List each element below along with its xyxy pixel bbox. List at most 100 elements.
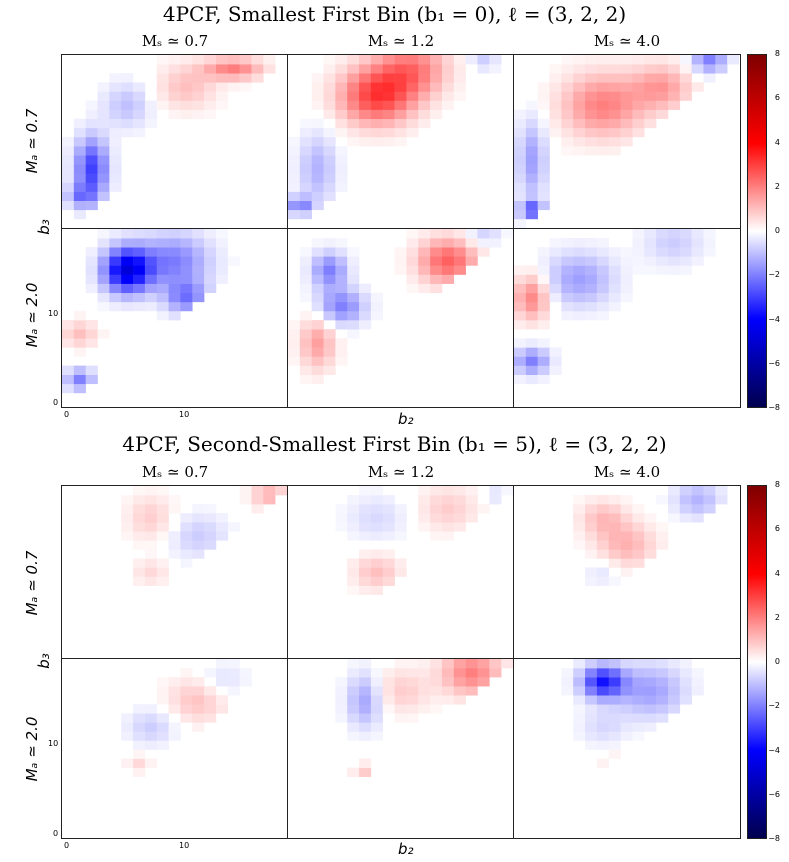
heatmap-cell [549,91,562,101]
heatmap-cell [204,695,217,705]
heatmap-cell [192,513,205,523]
heatmap-cell [335,686,348,696]
heatmap-cell [382,55,395,65]
heatmap-cell [441,247,455,257]
heatmap-cell [441,274,455,284]
heatmap-cell [585,247,598,257]
heatmap-cell [418,677,431,687]
heatmap-cell [406,109,419,120]
heatmap-cell [133,767,146,777]
heatmap-cell [156,310,169,321]
heatmap-cell [573,540,586,550]
heatmap-cell [608,91,621,101]
heatmap-cell [561,274,574,284]
heatmap-cell [109,164,122,174]
figure-1-colorbar [747,54,767,408]
heatmap-cell [477,668,490,678]
colorbar-tick-label: 4 [774,568,780,578]
heatmap-cell [97,82,110,92]
heatmap-panel-ma-0.7-ms-1.2 [288,55,502,220]
heatmap-cell [370,73,384,83]
heatmap-cell [573,310,586,321]
heatmap-cell [620,495,633,505]
heatmap-panel-ma-2.0-ms-1.2 [288,229,513,385]
figure-2-xlabel: b₂ [398,840,414,858]
heatmap-cell [632,531,645,541]
heatmap-cell [573,686,586,696]
heatmap-cell [168,256,181,266]
heatmap-cell [430,531,443,541]
heatmap-cell [370,731,384,741]
heatmap-cell [406,229,419,239]
heatmap-cell [299,209,312,220]
heatmap-cell [144,265,158,275]
heatmap-cell [549,356,562,366]
heatmap-cell [168,301,181,312]
heatmap-cell [109,118,122,129]
heatmap-cell [453,247,466,257]
heatmap-cell [335,504,348,514]
heatmap-cell [667,55,681,65]
heatmap-cell [656,55,669,65]
heatmap-cell [537,356,550,366]
colorbar-tick-label: −2 [768,270,780,280]
heatmap-cell [585,531,598,541]
heatmap-cell [382,677,395,687]
heatmap-cell [168,283,181,294]
heatmap-cell [656,695,669,705]
heatmap-cell [667,64,681,74]
heatmap-cell [370,504,384,514]
heatmap-cell [514,127,527,138]
heatmap-cell [335,713,348,723]
heatmap-cell [430,91,443,101]
heatmap-cell [465,229,478,239]
heatmap-cell [359,82,372,92]
heatmap-cell [573,73,586,83]
heatmap-cell [394,531,407,541]
heatmap-cell [573,731,586,741]
heatmap-cell [465,513,478,523]
heatmap-cell [323,182,336,192]
heatmap-cell [573,100,586,110]
heatmap-cell [679,82,692,92]
heatmap-cell [453,82,466,92]
heatmap-cell [382,549,395,559]
heatmap-cell [596,73,610,83]
heatmap-cell [644,64,657,74]
heatmap-cell [608,109,621,120]
heatmap-cell [585,292,598,303]
heatmap-cell [585,256,598,266]
heatmap-cell [596,256,610,266]
heatmap-cell [691,256,704,266]
heatmap-cell [394,256,407,266]
heatmap-cell [347,73,360,83]
heatmap-cell [121,229,134,239]
heatmap-cell [573,522,586,532]
heatmap-cell [85,247,98,257]
heatmap-cell [144,558,158,568]
heatmap-cell [465,256,478,266]
heatmap-cell [192,704,205,714]
colorbar-tick-label: −6 [768,789,780,799]
heatmap-cell [656,82,669,92]
heatmap-cell [323,82,336,92]
heatmap-cell [525,356,538,366]
heatmap-cell [299,182,312,192]
heatmap-cell [644,55,657,65]
heatmap-cell [85,127,98,138]
heatmap-cell [192,283,205,294]
heatmap-cell [168,531,181,541]
heatmap-cell [168,229,181,239]
heatmap-cell [620,73,633,83]
heatmap-cell [620,283,633,294]
heatmap-cell [632,109,645,120]
heatmap-cell [632,677,645,687]
heatmap-cell [85,191,98,201]
y-tick-10: 10 [48,309,59,318]
heatmap-cell [465,247,478,257]
heatmap-cell [370,513,384,523]
heatmap-cell [109,109,122,120]
heatmap-cell [85,338,98,348]
heatmap-cell [608,695,621,705]
heatmap-cell [406,73,419,83]
